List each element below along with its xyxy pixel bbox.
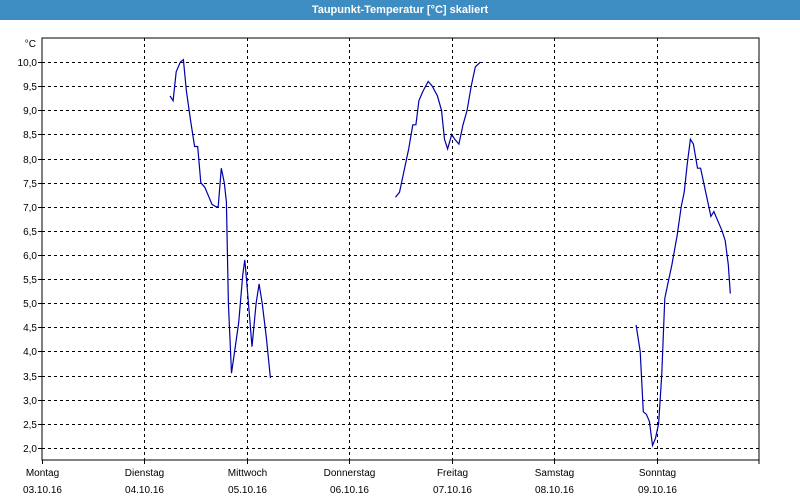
window-title: Taupunkt-Temperatur [°C] skaliert [311,4,489,16]
chart-area: 2,0 2,5 3,0 3,5 4,0 4,5 5,0 5,5 6,0 6,5 7,0 7,5 8,0 8… [18,37,760,496]
x-tick-label-day: Sonntag [639,468,676,479]
dewpoint-line-segment [169,58,271,379]
y-tick-label: 6,5 [23,227,37,238]
y-tick-label: 8,0 [23,155,37,166]
y-tick-label: 4,0 [23,347,37,358]
y-tick-label: 10,0 [18,58,38,69]
y-tick-label: 5,0 [23,299,37,310]
y-tick-label: 3,5 [23,372,37,383]
y-tick-label: 3,0 [23,396,37,407]
x-tick-label-day: Samstag [535,468,574,479]
x-tick-label-day: Donnerstag [324,468,376,479]
x-tick-label-date: 09.10.16 [638,485,677,496]
y-tick-label: 4,5 [23,323,37,334]
y-tick-label: 2,5 [23,420,37,431]
plot-frame [41,37,760,461]
x-tick-label-day: Montag [26,468,59,479]
y-tick-label: 9,0 [23,106,37,117]
y-tick-label: 2,0 [23,444,37,455]
dewpoint-line-segment [394,61,481,198]
y-tick-label: 7,5 [23,179,37,190]
y-tick-label: 5,5 [23,275,37,286]
x-tick-label-date: 04.10.16 [125,485,164,496]
y-tick-label: 6,0 [23,251,37,262]
dewpoint-line-segment [635,137,731,448]
x-tick-label-day: Freitag [437,468,468,479]
x-tick-label-day: Mittwoch [228,468,267,479]
y-tick-label: 8,5 [23,130,37,141]
window-title-bar: Taupunkt-Temperatur [°C] skaliert [0,0,800,20]
y-tick-label: 9,5 [23,82,37,93]
x-tick-label-date: 05.10.16 [228,485,267,496]
x-tick-label-date: 07.10.16 [433,485,472,496]
y-unit-label: °C [25,39,36,50]
x-tick-label-day: Dienstag [125,468,164,479]
x-tick-label-date: 03.10.16 [23,485,62,496]
x-tick-label-date: 08.10.16 [535,485,574,496]
x-tick-label-date: 06.10.16 [330,485,369,496]
y-tick-label: 7,0 [23,203,37,214]
